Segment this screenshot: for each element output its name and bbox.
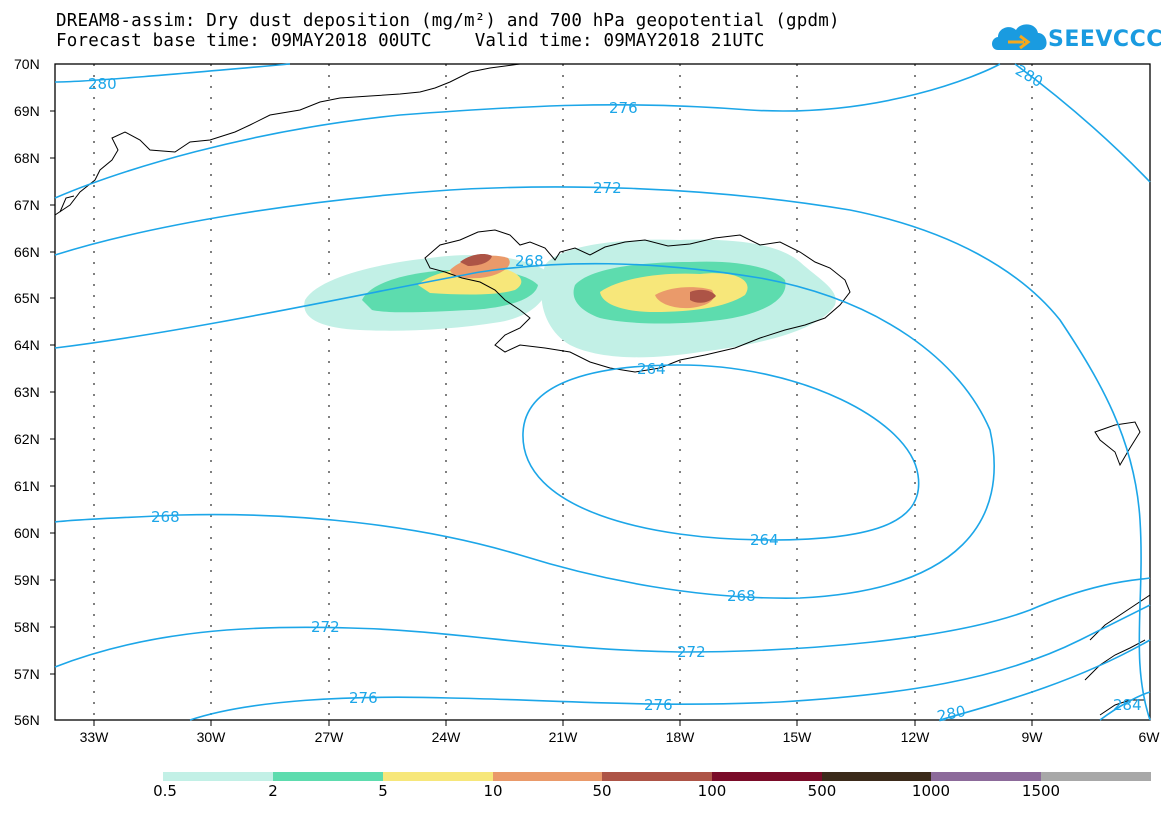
lat-label: 56N: [14, 712, 40, 728]
contour-label: 264: [637, 360, 666, 378]
legend-label: 2: [268, 782, 278, 800]
lon-label: 9W: [1022, 729, 1044, 745]
lon-label: 6W: [1139, 729, 1161, 745]
dust-deposition-field: [304, 239, 836, 358]
legend-swatch: [493, 772, 602, 781]
legend-label: 100: [697, 782, 727, 800]
map-frame: [54, 63, 1151, 721]
lat-label: 65N: [14, 290, 40, 306]
logo-text: SEEVCCC: [1048, 27, 1163, 52]
legend-label: 0.5: [153, 782, 177, 800]
lat-label: 57N: [14, 666, 40, 682]
lon-label: 33W: [80, 729, 110, 745]
legend-label: 1000: [911, 782, 951, 800]
contour-label: 264: [750, 531, 779, 549]
latitude-labels: 70N 69N 68N 67N 66N 65N 64N 63N 62N 61N …: [14, 56, 40, 728]
legend-swatch: [163, 772, 273, 781]
contour-label: 276: [644, 696, 673, 714]
legend-swatch: [602, 772, 712, 781]
lon-label: 15W: [783, 729, 813, 745]
lon-label: 27W: [315, 729, 345, 745]
contour-label: 272: [311, 618, 340, 636]
lat-label: 66N: [14, 244, 40, 260]
legend-swatch: [931, 772, 1041, 781]
seevccc-logo: SEEVCCC: [990, 18, 1162, 58]
contour-label: 276: [349, 689, 378, 707]
contour-label: 268: [727, 587, 756, 605]
latitude-ticks: [50, 110, 55, 675]
longitude-labels: 33W 30W 27W 24W 21W 18W 15W 12W 9W 6W: [80, 729, 1161, 745]
lat-label: 64N: [14, 337, 40, 353]
cloud-icon: [992, 24, 1047, 50]
lat-label: 61N: [14, 478, 40, 494]
legend-colorbar: [163, 772, 1151, 781]
contour-label: 280: [936, 702, 968, 726]
legend-label: 50: [592, 782, 612, 800]
legend-swatch: [383, 772, 493, 781]
lat-label: 62N: [14, 431, 40, 447]
contour-label: 272: [677, 643, 706, 661]
contour-label: 268: [151, 508, 180, 526]
legend-label: 500: [807, 782, 837, 800]
legend-swatch: [712, 772, 822, 781]
lat-label: 58N: [14, 619, 40, 635]
lon-label: 18W: [666, 729, 696, 745]
contour-label: 284: [1113, 696, 1142, 714]
legend-label: 5: [378, 782, 388, 800]
contour-label: 280: [88, 75, 117, 93]
legend-label: 1500: [1021, 782, 1061, 800]
lat-label: 59N: [14, 572, 40, 588]
coastlines: [54, 63, 1151, 716]
contour-label: 276: [609, 99, 638, 117]
legend-swatch: [1041, 772, 1151, 781]
contour-label: 268: [515, 252, 544, 270]
longitude-ticks: [93, 720, 1033, 726]
chart-subtitle: Forecast base time: 09MAY2018 00UTC Vali…: [56, 31, 765, 51]
lon-label: 30W: [197, 729, 227, 745]
lat-label: 60N: [14, 525, 40, 541]
legend-swatch: [822, 772, 931, 781]
lon-label: 12W: [901, 729, 931, 745]
lat-label: 63N: [14, 384, 40, 400]
lon-label: 21W: [549, 729, 579, 745]
geopotential-contours: [54, 63, 1151, 721]
contour-label: 272: [593, 179, 622, 197]
legend-label: 10: [483, 782, 503, 800]
lat-label: 69N: [14, 103, 40, 119]
lon-label: 24W: [432, 729, 462, 745]
lat-label: 68N: [14, 150, 40, 166]
lat-label: 67N: [14, 197, 40, 213]
lat-label: 70N: [14, 56, 40, 72]
legend-swatch: [273, 772, 383, 781]
chart-title: DREAM8-assim: Dry dust deposition (mg/m²…: [56, 11, 840, 31]
